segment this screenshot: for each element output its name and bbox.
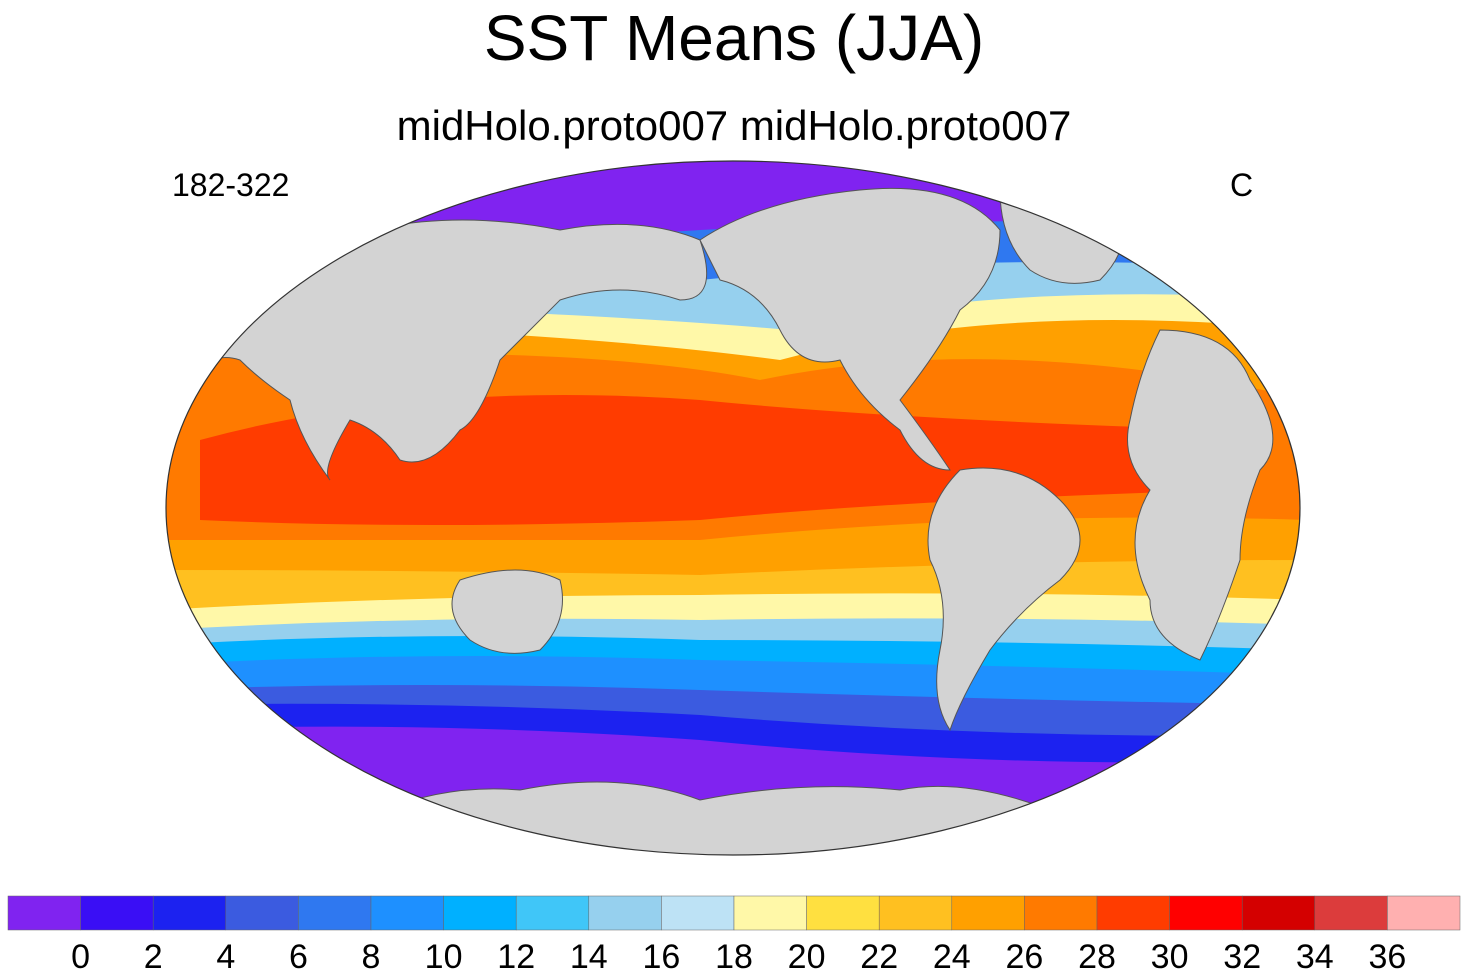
colorbar-tick-label: 18: [715, 938, 753, 976]
colorbar-tick-label: 6: [289, 938, 308, 976]
landmass-south-america: [927, 467, 1081, 732]
colorbar-tick-label: 36: [1368, 938, 1406, 976]
colorbar-bin: [1241, 895, 1316, 931]
colorbar-bin: [1314, 895, 1388, 931]
colorbar-tick-label: 28: [1078, 938, 1116, 976]
colorbar-tick-label: 14: [570, 938, 608, 976]
colorbar-bin: [1387, 895, 1461, 931]
colorbar-tick-label: 20: [788, 938, 826, 976]
colorbar-tick-label: 32: [1223, 938, 1261, 976]
colorbar-bin: [225, 895, 299, 931]
colorbar-tick-label: 22: [860, 938, 898, 976]
colorbar-bin: [806, 895, 880, 931]
colorbar-bin: [298, 895, 372, 931]
colorbar-tick-label: 0: [71, 938, 90, 976]
time-range-label: 182-322: [172, 167, 290, 203]
colorbar-bin: [152, 895, 227, 931]
colorbar-bin: [1024, 895, 1098, 931]
colorbar-bin: [588, 895, 662, 931]
map-subtitle: midHolo.proto007 midHolo.proto007: [396, 102, 1072, 149]
colorbar-tick-label: 34: [1296, 938, 1334, 976]
colorbar-bin: [1096, 895, 1170, 931]
colorbar-tick-label: 12: [497, 938, 535, 976]
units-label: C: [1230, 167, 1254, 203]
map-title: SST Means (JJA): [483, 2, 985, 74]
colorbar-bin: [733, 895, 807, 931]
colorbar-bin: [7, 895, 81, 931]
landmass-africa: [1127, 329, 1274, 661]
colorbar-bin: [878, 895, 953, 931]
landmass-australia: [451, 569, 563, 654]
colorbar-tick-label: 16: [642, 938, 680, 976]
colorbar-tick-label: 10: [425, 938, 463, 976]
colorbar-bin: [370, 895, 444, 931]
colorbar-tick-label: 24: [933, 938, 971, 976]
landmass-north-america: [699, 187, 1001, 471]
colorbar-bin: [951, 895, 1025, 931]
colorbar-tick-label: 8: [362, 938, 381, 976]
colorbar-tick-label: 30: [1151, 938, 1189, 976]
colorbar-tick-label: 4: [216, 938, 235, 976]
map-border: [165, 160, 1301, 856]
colorbar-bin: [661, 895, 735, 931]
colorbar-bin: [80, 895, 154, 931]
colorbar-tick-label: 26: [1005, 938, 1043, 976]
colorbar-bin: [1169, 895, 1243, 931]
colorbar-tick-label: 2: [144, 938, 163, 976]
colorbar-bin: [443, 895, 517, 931]
colorbar-bin: [515, 895, 590, 931]
